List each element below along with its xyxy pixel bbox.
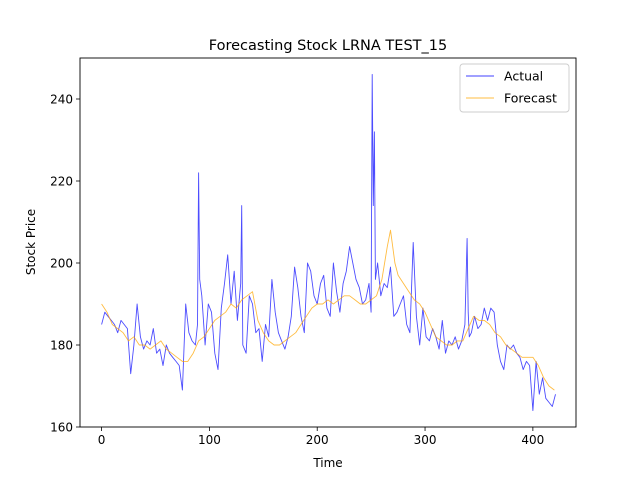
x-axis-label: Time — [312, 456, 342, 470]
series-line-actual — [101, 73, 556, 412]
legend: Actual Forecast — [459, 63, 570, 113]
x-tick-label: 400 — [521, 433, 544, 447]
y-tick-label: 160 — [50, 421, 73, 435]
legend-label-forecast: Forecast — [504, 91, 557, 106]
y-tick-label: 240 — [50, 93, 73, 107]
y-axis-label: Stock Price — [24, 209, 38, 275]
y-tick-label: 220 — [50, 175, 73, 189]
x-tick-label: 300 — [414, 433, 437, 447]
series-line-forecast — [101, 229, 555, 391]
plot-lines — [101, 73, 556, 412]
x-tick-label: 200 — [306, 433, 329, 447]
plot-frame — [79, 57, 577, 428]
chart-title: Forecasting Stock LRNA TEST_15 — [209, 38, 447, 54]
y-tick-label: 200 — [50, 257, 73, 271]
x-tick-label: 100 — [198, 433, 221, 447]
x-tick-label: 0 — [98, 433, 106, 447]
y-axis: 160 180 200 220 240 — [50, 93, 80, 435]
y-tick-label: 180 — [50, 339, 73, 353]
legend-label-actual: Actual — [504, 69, 543, 84]
x-axis: 0 100 200 300 400 — [98, 427, 544, 447]
